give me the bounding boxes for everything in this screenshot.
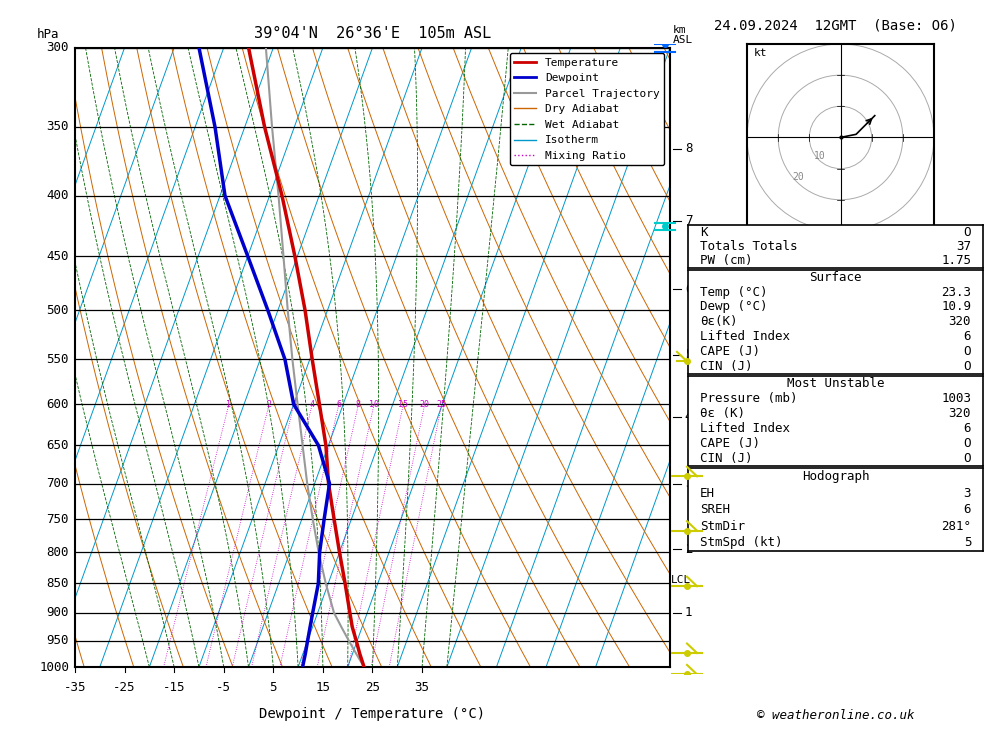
Text: CIN (J): CIN (J) [700, 360, 752, 373]
Text: Dewpoint / Temperature (°C): Dewpoint / Temperature (°C) [259, 707, 486, 721]
Text: 23.3: 23.3 [941, 286, 971, 298]
Text: Mixing Ratio (g/kg): Mixing Ratio (g/kg) [710, 293, 720, 421]
Text: StmSpd (kt): StmSpd (kt) [700, 537, 782, 550]
Text: 400: 400 [47, 189, 69, 202]
Text: θε(K): θε(K) [700, 315, 737, 328]
Text: -5: -5 [216, 681, 231, 693]
Text: Surface: Surface [809, 270, 862, 284]
Text: 600: 600 [47, 398, 69, 410]
Text: 8: 8 [356, 399, 361, 409]
Text: StmDir: StmDir [700, 520, 745, 533]
Text: LCL: LCL [671, 575, 691, 586]
Text: 6: 6 [964, 330, 971, 343]
Text: 5: 5 [964, 537, 971, 550]
Text: 10.9: 10.9 [941, 301, 971, 314]
Text: 15: 15 [315, 681, 330, 693]
Text: 25: 25 [437, 399, 447, 409]
Text: 7: 7 [685, 214, 692, 227]
Text: Hodograph: Hodograph [802, 470, 869, 483]
Text: Most Unstable: Most Unstable [787, 377, 884, 390]
Text: O: O [964, 360, 971, 373]
Text: 900: 900 [47, 606, 69, 619]
Text: 25: 25 [365, 681, 380, 693]
Text: O: O [964, 452, 971, 465]
Text: 800: 800 [47, 546, 69, 559]
Text: 700: 700 [47, 477, 69, 490]
Text: O: O [964, 437, 971, 450]
Text: 6: 6 [964, 422, 971, 435]
Text: Totals Totals: Totals Totals [700, 240, 797, 253]
Text: 10: 10 [813, 150, 825, 161]
Text: -15: -15 [163, 681, 185, 693]
Text: 450: 450 [47, 250, 69, 262]
Text: 500: 500 [47, 304, 69, 317]
Text: 2: 2 [685, 542, 692, 556]
Text: -35: -35 [64, 681, 86, 693]
Text: 3: 3 [291, 399, 296, 409]
Text: Lifted Index: Lifted Index [700, 422, 790, 435]
Text: EH: EH [700, 487, 715, 500]
Text: O: O [964, 345, 971, 358]
Text: 650: 650 [47, 439, 69, 452]
Text: θε (K): θε (K) [700, 407, 745, 420]
Legend: Temperature, Dewpoint, Parcel Trajectory, Dry Adiabat, Wet Adiabat, Isotherm, Mi: Temperature, Dewpoint, Parcel Trajectory… [510, 54, 664, 166]
Text: O: O [964, 226, 971, 239]
Text: 950: 950 [47, 634, 69, 647]
Text: 1: 1 [685, 606, 692, 619]
Text: 6: 6 [964, 504, 971, 516]
Text: 350: 350 [47, 120, 69, 133]
Text: 850: 850 [47, 577, 69, 590]
Text: 6: 6 [336, 399, 341, 409]
Text: 24.09.2024  12GMT  (Base: O6): 24.09.2024 12GMT (Base: O6) [714, 18, 957, 32]
Text: 10: 10 [369, 399, 379, 409]
Text: CIN (J): CIN (J) [700, 452, 752, 465]
Text: 2: 2 [267, 399, 272, 409]
Text: ASL: ASL [673, 34, 693, 45]
Text: Pressure (mb): Pressure (mb) [700, 392, 797, 405]
Text: 1003: 1003 [941, 392, 971, 405]
Text: 300: 300 [47, 41, 69, 54]
Text: Dewp (°C): Dewp (°C) [700, 301, 767, 314]
Text: CAPE (J): CAPE (J) [700, 345, 760, 358]
Text: 750: 750 [47, 512, 69, 526]
Text: CAPE (J): CAPE (J) [700, 437, 760, 450]
Text: 5: 5 [685, 348, 692, 361]
Text: km: km [673, 25, 686, 35]
Text: 35: 35 [415, 681, 430, 693]
Text: Lifted Index: Lifted Index [700, 330, 790, 343]
Text: © weatheronline.co.uk: © weatheronline.co.uk [757, 709, 914, 722]
Text: -25: -25 [113, 681, 136, 693]
Text: kt: kt [753, 48, 767, 59]
Text: PW (cm): PW (cm) [700, 254, 752, 267]
Text: 37: 37 [956, 240, 971, 253]
Text: 15: 15 [398, 399, 408, 409]
Text: 3: 3 [685, 477, 692, 490]
Text: 4: 4 [685, 410, 692, 424]
Text: 1: 1 [226, 399, 231, 409]
Text: 5: 5 [270, 681, 277, 693]
Text: 1.75: 1.75 [941, 254, 971, 267]
Text: 4: 4 [310, 399, 315, 409]
Text: 281°: 281° [941, 520, 971, 533]
Text: 6: 6 [685, 283, 692, 296]
Text: SREH: SREH [700, 504, 730, 516]
Text: 39°04'N  26°36'E  105m ASL: 39°04'N 26°36'E 105m ASL [254, 26, 491, 42]
Text: 20: 20 [420, 399, 430, 409]
Text: K: K [700, 226, 707, 239]
Text: 8: 8 [685, 142, 692, 155]
Text: hPa: hPa [36, 29, 59, 42]
Text: 1000: 1000 [39, 660, 69, 674]
Text: 20: 20 [792, 172, 804, 182]
Text: 3: 3 [964, 487, 971, 500]
Text: 550: 550 [47, 353, 69, 366]
Text: Temp (°C): Temp (°C) [700, 286, 767, 298]
Text: 320: 320 [949, 407, 971, 420]
Text: 320: 320 [949, 315, 971, 328]
